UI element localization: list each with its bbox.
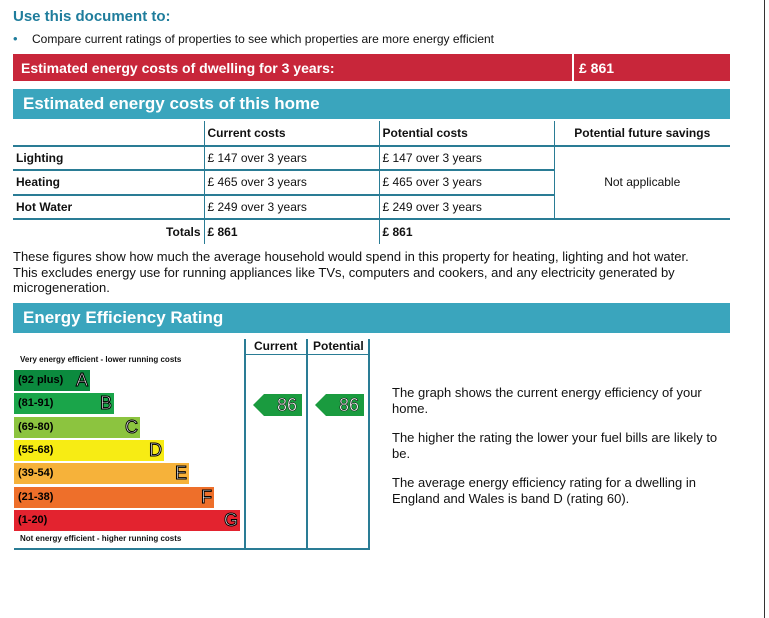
hot-water-potential: £ 249 over 3 years xyxy=(378,194,554,220)
page-edge-rule xyxy=(764,0,765,618)
band-range: (21-38) xyxy=(18,490,54,503)
rating-band-g: (1-20) G xyxy=(14,509,240,531)
band-letter: G xyxy=(223,509,238,530)
lighting-potential: £ 147 over 3 years xyxy=(378,145,554,171)
header-savings: Potential future savings xyxy=(553,121,730,147)
header-blank xyxy=(13,121,204,147)
bullet-icon: • xyxy=(13,31,18,46)
rating-band-e: (39-54) E xyxy=(14,463,189,485)
band-range: (69-80) xyxy=(18,420,54,433)
explanation-3: The average energy efficiency rating for… xyxy=(392,475,696,506)
cost-banner-value: £ 861 xyxy=(579,60,615,76)
costs-table-header: Current costs Potential costs Potential … xyxy=(13,121,730,147)
lighting-current: £ 147 over 3 years xyxy=(203,145,379,171)
chart-header-rule xyxy=(244,354,370,355)
use-document-bullet: • Compare current ratings of properties … xyxy=(13,31,494,46)
cost-banner-divider xyxy=(572,54,574,81)
band-range: (39-54) xyxy=(18,467,54,480)
rating-band-f: (21-38) F xyxy=(14,486,214,508)
band-letter: B xyxy=(99,393,112,414)
band-range: (92 plus) xyxy=(18,374,64,386)
band-letter: F xyxy=(201,486,213,507)
table-row: Hot Water £ 249 over 3 years £ 249 over … xyxy=(13,194,730,220)
band-letter: D xyxy=(149,439,163,460)
heating-potential: £ 465 over 3 years xyxy=(378,170,554,196)
chart-frame-bottom xyxy=(14,548,370,550)
heating-current: £ 465 over 3 years xyxy=(203,170,379,196)
rating-band-d: (55-68) D xyxy=(14,439,164,461)
band-letter: E xyxy=(174,463,187,484)
rating-section-title: Energy Efficiency Rating xyxy=(23,308,224,327)
band-range: (55-68) xyxy=(18,443,54,456)
cost-banner-label: Estimated energy costs of dwelling for 3… xyxy=(21,60,335,76)
costs-section-header: Estimated energy costs of this home xyxy=(13,89,730,119)
totals-row: Totals £ 861 £ 861 xyxy=(13,219,730,244)
scale-bottom-label: Not energy efficient - higher running co… xyxy=(20,534,182,543)
costs-section-title: Estimated energy costs of this home xyxy=(23,94,320,113)
use-document-title: Use this document to: xyxy=(13,8,171,25)
band-range: (81-91) xyxy=(18,397,54,410)
current-rating-arrow: 86 xyxy=(253,394,302,416)
rating-band-b: (81-91) B xyxy=(14,393,114,415)
potential-rating-value: 86 xyxy=(338,395,360,416)
column-potential-label: Potential xyxy=(313,339,364,353)
explanation-2: The higher the rating the lower your fue… xyxy=(392,430,718,461)
table-row: Heating £ 465 over 3 years £ 465 over 3 … xyxy=(13,170,730,196)
rating-band-a: (92 plus) A xyxy=(14,370,90,391)
chart-frame-middle xyxy=(306,339,308,550)
totals-label: Totals xyxy=(166,224,201,239)
band-range: (1-20) xyxy=(18,513,48,526)
table-row: Lighting £ 147 over 3 years £ 147 over 3… xyxy=(13,145,730,220)
explanation-1: The graph shows the current energy effic… xyxy=(392,385,702,416)
row-label-hot-water: Hot Water xyxy=(13,194,204,220)
band-letter: A xyxy=(75,370,88,391)
current-rating-value: 86 xyxy=(276,395,298,416)
header-potential: Potential costs xyxy=(378,121,554,147)
rating-band-c: (69-80) C xyxy=(14,416,140,438)
chart-frame-left xyxy=(244,339,246,550)
band-letter: C xyxy=(125,416,139,437)
potential-rating-arrow: 86 xyxy=(315,394,364,416)
savings-value: Not applicable xyxy=(553,145,730,220)
costs-table: Current costs Potential costs Potential … xyxy=(13,121,730,244)
total-current: £ 861 xyxy=(203,219,379,244)
row-label-lighting: Lighting xyxy=(13,145,204,171)
cost-banner: Estimated energy costs of dwelling for 3… xyxy=(13,54,730,81)
bullet-text: Compare current ratings of properties to… xyxy=(32,31,495,46)
scale-top-label: Very energy efficient - lower running co… xyxy=(20,355,182,364)
header-current: Current costs xyxy=(203,121,379,147)
hot-water-current: £ 249 over 3 years xyxy=(203,194,379,220)
rating-section-header: Energy Efficiency Rating xyxy=(13,303,730,333)
costs-note: These figures show how much the average … xyxy=(13,249,689,295)
chart-frame-right xyxy=(368,339,370,550)
total-potential: £ 861 xyxy=(378,219,554,244)
row-label-heating: Heating xyxy=(13,170,204,196)
column-current-label: Current xyxy=(254,339,298,353)
totals-blank xyxy=(554,219,730,244)
